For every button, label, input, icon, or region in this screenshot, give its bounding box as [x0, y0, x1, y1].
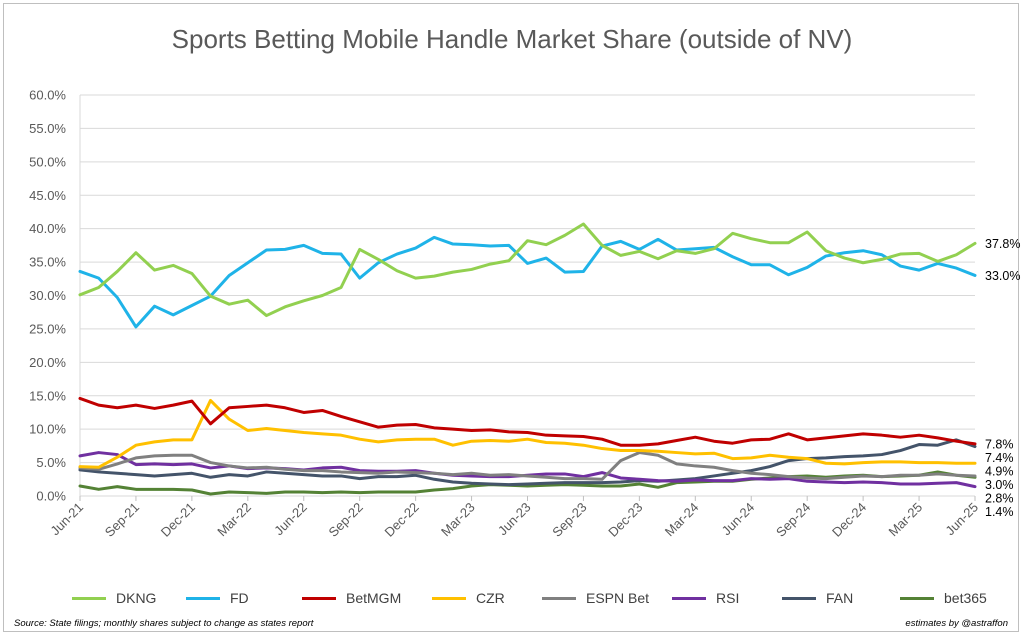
legend-item-espn-bet: ESPN Bet: [542, 590, 649, 606]
legend-label: FD: [230, 590, 249, 606]
x-tick-label: Mar-24: [662, 500, 702, 540]
legend-item-betmgm: BetMGM: [302, 590, 401, 606]
y-tick-label: 55.0%: [29, 121, 66, 136]
x-tick-label: Sep-22: [326, 500, 366, 540]
legend-swatch: [302, 596, 336, 600]
series-line-dkng: [78, 222, 977, 318]
legend-item-fan: FAN: [782, 590, 853, 606]
legend-label: DKNG: [116, 590, 157, 606]
x-tick-label: Sep-23: [549, 500, 589, 540]
series-line-czr: [78, 398, 977, 469]
x-tick-label: Mar-23: [438, 500, 478, 540]
end-label-czr: 4.9%: [985, 464, 1014, 478]
end-label-rsi: 1.4%: [985, 505, 1014, 519]
y-tick-label: 20.0%: [29, 355, 66, 370]
x-tick-label: Jun-23: [495, 500, 534, 539]
end-label-fan: 7.4%: [985, 451, 1014, 465]
x-tick-label: Dec-24: [829, 500, 869, 540]
legend-label: bet365: [944, 590, 987, 606]
x-tick-label: Jun-22: [271, 500, 310, 539]
legend-label: FAN: [826, 590, 854, 606]
x-tick-label: Mar-22: [214, 500, 254, 540]
legend-swatch: [72, 596, 106, 600]
end-label-espn-bet: 3.0%: [985, 478, 1014, 492]
gridlines: [79, 94, 975, 497]
end-label-fd: 33.0%: [985, 269, 1020, 283]
y-tick-label: 50.0%: [29, 154, 66, 169]
x-axis-ticks: Jun-21 Sep-21 Dec-21 Mar-22 Jun-22 Sep-22 Dec-…: [47, 496, 981, 540]
end-labels: 37.8% 33.0% 7.8%7.4%4.9%3.0%2.8%1.4%: [985, 237, 1020, 519]
y-tick-label: 0.0%: [36, 489, 66, 504]
legend-item-fd: FD: [186, 590, 249, 606]
legend-label: RSI: [716, 590, 740, 606]
x-tick-label: Jun-25: [942, 500, 981, 539]
x-tick-label: Sep-24: [773, 500, 813, 540]
end-label-betmgm: 7.8%: [985, 437, 1014, 451]
x-tick-label: Sep-21: [102, 500, 142, 540]
legend-label: BetMGM: [346, 590, 402, 606]
y-tick-label: 30.0%: [29, 288, 66, 303]
legend-swatch: [782, 596, 816, 600]
y-tick-label: 10.0%: [29, 422, 66, 437]
legend-swatch: [432, 596, 466, 600]
legend-item-bet365: bet365: [900, 590, 987, 606]
y-tick-label: 5.0%: [36, 455, 66, 470]
legend: DKNG FD BetMGM CZR ESPN Bet RSI FAN bet365: [0, 590, 1024, 610]
x-tick-label: Dec-22: [381, 500, 421, 540]
series-line-fan: [78, 438, 977, 487]
legend-swatch: [542, 596, 576, 600]
legend-item-czr: CZR: [432, 590, 505, 606]
x-tick-label: Dec-21: [158, 500, 198, 540]
end-label-bet365: 2.8%: [985, 491, 1014, 505]
series-line-fd: [78, 235, 977, 329]
y-tick-label: 40.0%: [29, 221, 66, 236]
legend-label: CZR: [476, 590, 505, 606]
legend-item-rsi: RSI: [672, 590, 739, 606]
chart-frame: [3, 3, 1019, 632]
series-lines: [78, 222, 977, 496]
y-tick-label: 60.0%: [29, 88, 66, 103]
end-label-dkng: 37.8%: [985, 237, 1020, 251]
y-tick-label: 15.0%: [29, 388, 66, 403]
x-tick-label: Dec-23: [605, 500, 645, 540]
source-note: Source: State filings; monthly shares su…: [14, 618, 314, 629]
legend-swatch: [900, 596, 934, 600]
legend-label: ESPN Bet: [586, 590, 650, 606]
x-tick-label: Mar-25: [885, 500, 925, 540]
y-tick-label: 25.0%: [29, 321, 66, 336]
y-tick-label: 35.0%: [29, 255, 66, 270]
legend-swatch: [186, 596, 220, 600]
legend-swatch: [672, 596, 706, 600]
series-line-betmgm: [78, 396, 977, 447]
y-tick-label: 45.0%: [29, 188, 66, 203]
chart-title: Sports Betting Mobile Handle Market Shar…: [171, 24, 853, 54]
y-axis-ticks: 0.0% 5.0% 10.0% 15.0% 20.0% 25.0% 30.0% 35.0% 40…: [29, 88, 66, 504]
x-tick-label: Jun-21: [47, 500, 86, 539]
series-line-espn-bet: [78, 451, 977, 481]
credit-note: estimates by @astraffon: [905, 618, 1008, 629]
x-tick-label: Jun-24: [719, 500, 758, 539]
legend-item-dkng: DKNG: [72, 590, 156, 606]
